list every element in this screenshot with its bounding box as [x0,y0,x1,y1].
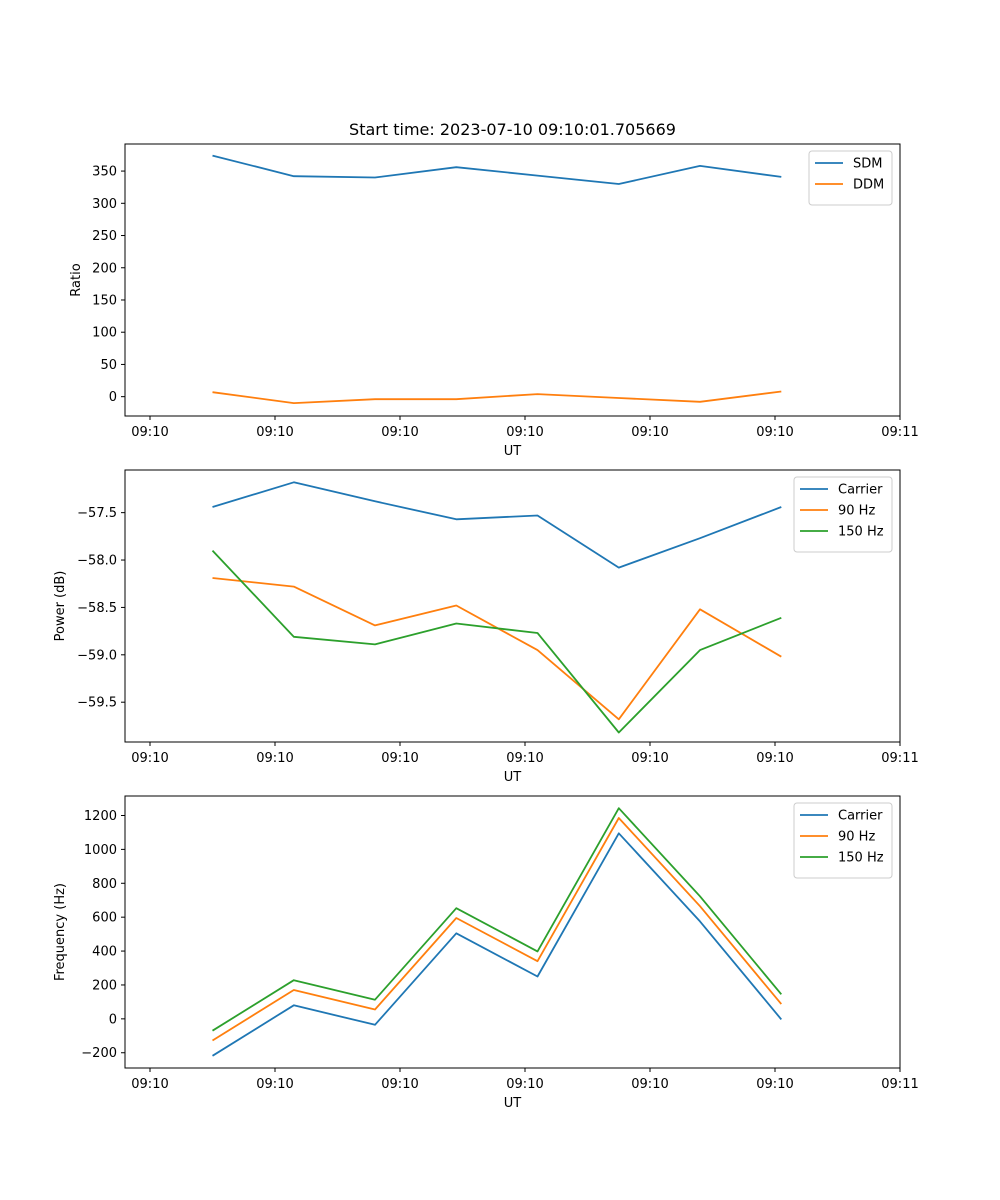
y-tick-label: −58.5 [77,601,117,616]
y-tick-label: −58.0 [77,554,117,569]
x-tick-label: 09:10 [381,1077,418,1092]
y-tick-label: 150 [92,293,117,308]
y-tick-label: −59.5 [77,696,117,711]
axes-frame [124,143,901,417]
series-line-carrier [212,832,782,1057]
series-line-150-hz [211,549,782,734]
panel-1: 09:10 09:10 09:10 09:10 09:10 09:10 09:11 0 50 10… [69,120,919,459]
series-line-carrier [212,481,782,569]
x-tick-label: 09:10 [381,425,418,440]
legend: SDM DDM [808,150,893,206]
x-tick-label: 09:10 [131,425,168,440]
x-tick-label: 09:10 [756,751,793,766]
y-axis-label: Ratio [69,263,84,296]
y-tick-label: 350 [92,165,117,180]
x-tick-label: 09:10 [631,425,668,440]
chart-title: Start time: 2023-07-10 09:10:01.705669 [349,120,676,139]
x-tick-label: 09:10 [381,751,418,766]
legend: Carrier 90 Hz 150 Hz [793,802,893,879]
legend-label: SDM [853,157,882,172]
x-tick-label: 09:10 [631,1077,668,1092]
legend-box [793,476,893,553]
panels: 09:10 09:10 09:10 09:10 09:10 09:10 09:11 0 50 10… [53,120,919,1111]
x-tick-label: 09:10 [256,1077,293,1092]
x-tick-label: 09:10 [506,425,543,440]
legend-box [793,802,893,879]
axes-frame [124,795,901,1069]
legend-label: DDM [853,178,884,193]
legend-label: 90 Hz [838,830,875,845]
panel-3: 09:10 09:10 09:10 09:10 09:10 09:10 09:11 −200 0… [53,795,919,1111]
y-tick-label: 300 [92,197,117,212]
x-tick-label: 09:10 [506,751,543,766]
legend: Carrier 90 Hz 150 Hz [793,476,893,553]
legend-label: Carrier [838,483,883,498]
series-line-sdm [212,154,782,185]
series-line-ddm [212,390,782,405]
y-tick-label: 100 [92,326,117,341]
x-tick-label: 09:10 [756,425,793,440]
y-tick-label: 400 [92,945,117,960]
y-tick-label: 1000 [84,843,117,858]
x-tick-label: 09:10 [506,1077,543,1092]
x-tick-label: 09:11 [881,751,918,766]
legend-label: 90 Hz [838,504,875,519]
x-axis-label: UT [504,770,522,785]
y-tick-label: 1200 [84,809,117,824]
y-tick-label: −59.0 [77,648,117,663]
x-tick-label: 09:11 [881,1077,918,1092]
y-tick-label: 600 [92,911,117,926]
x-tick-label: 09:10 [756,1077,793,1092]
x-tick-label: 09:10 [256,425,293,440]
y-tick-label: 0 [109,1012,117,1027]
x-axis-label: UT [504,444,522,459]
y-axis-label: Power (dB) [53,571,68,642]
x-tick-label: 09:10 [256,751,293,766]
y-tick-label: 200 [92,978,117,993]
x-axis-label: UT [504,1096,522,1111]
y-tick-label: 0 [109,390,117,405]
y-tick-label: 50 [100,358,117,373]
legend-label: 150 Hz [838,851,884,866]
axes-frame [124,469,901,743]
panel-2: 09:10 09:10 09:10 09:10 09:10 09:10 09:11 −57.5… [53,469,919,785]
y-tick-label: −200 [81,1046,117,1061]
x-tick-label: 09:10 [631,751,668,766]
legend-label: Carrier [838,809,883,824]
x-tick-label: 09:10 [131,751,168,766]
y-tick-label: −57.5 [77,506,117,521]
y-tick-label: 200 [92,261,117,276]
legend-label: 150 Hz [838,525,884,540]
series-line-90-hz [212,817,782,1042]
x-tick-label: 09:11 [881,425,918,440]
series-line-150-hz [212,807,782,1032]
y-tick-label: 250 [92,229,117,244]
y-tick-label: 800 [92,877,117,892]
x-tick-label: 09:10 [131,1077,168,1092]
legend-box [808,150,893,206]
y-axis-label: Frequency (Hz) [53,883,68,981]
